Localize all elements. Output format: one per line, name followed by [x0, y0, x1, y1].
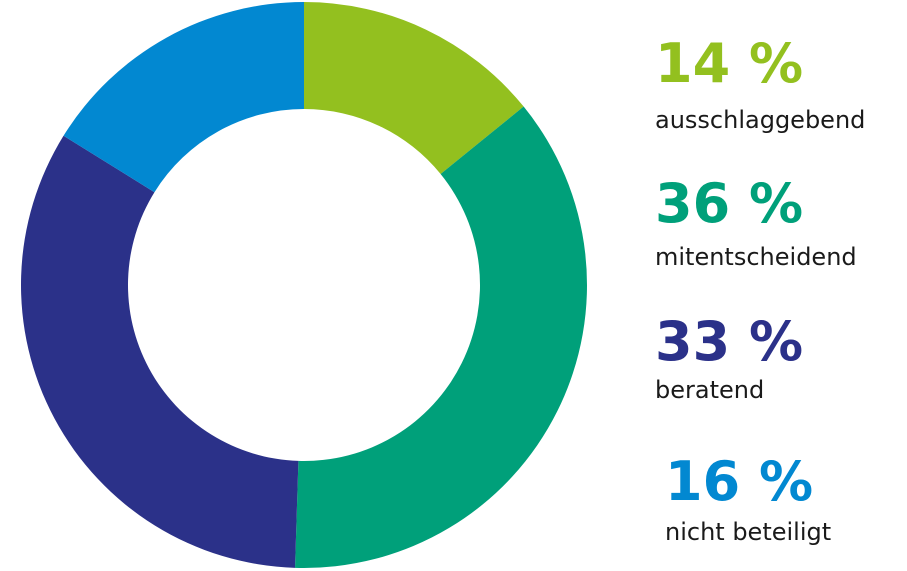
legend-label: beratend: [655, 376, 764, 404]
value-label: 14 %: [655, 32, 803, 95]
value-label: 33 %: [655, 310, 803, 373]
donut-segment: [304, 2, 524, 175]
legend-label: mitentscheidend: [655, 243, 857, 271]
donut-segment: [295, 106, 587, 569]
value-label: 36 %: [655, 172, 803, 235]
legend-label: ausschlaggebend: [655, 106, 865, 134]
donut-segment: [20, 135, 299, 568]
legend-label: nicht beteiligt: [665, 518, 831, 546]
value-label: 16 %: [665, 450, 813, 513]
donut-segment: [63, 2, 304, 193]
